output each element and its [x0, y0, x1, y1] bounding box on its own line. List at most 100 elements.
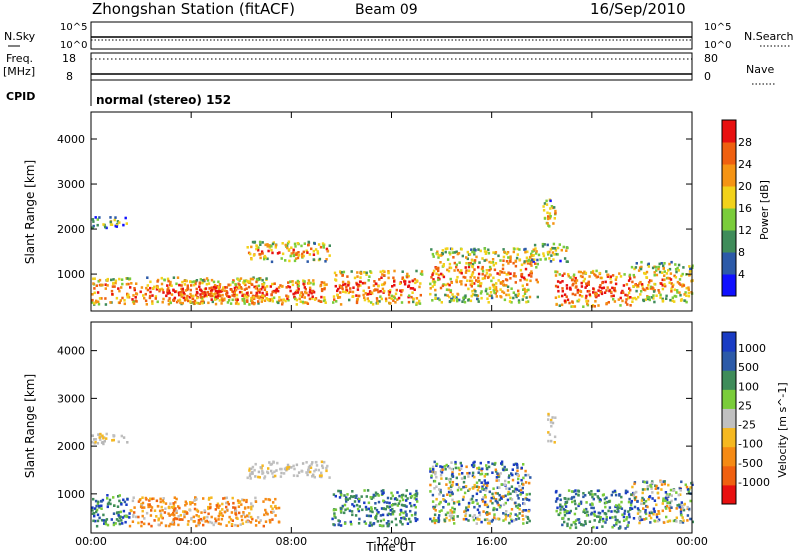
echo-cell [91, 434, 94, 437]
echo-cell [100, 283, 103, 287]
echo-cell [524, 469, 527, 473]
echo-cell [485, 464, 488, 467]
echo-cell [594, 493, 597, 496]
echo-cell [178, 293, 181, 297]
echo-cell [339, 491, 342, 494]
echo-cell [581, 523, 584, 527]
echo-cell [323, 296, 326, 299]
echo-cell [315, 460, 318, 464]
echo-cell [609, 281, 612, 284]
echo-cell [502, 468, 505, 472]
echo-cell [198, 302, 201, 305]
echo-cell [237, 286, 241, 289]
echo-cell [337, 523, 340, 527]
echo-cell [415, 269, 418, 273]
echo-cell [645, 517, 648, 520]
echo-cell [367, 286, 371, 289]
echo-cell [360, 495, 363, 498]
echo-cell [195, 293, 198, 297]
echo-cell [319, 284, 322, 288]
echo-cell [139, 290, 142, 294]
colorbar-tick-label: 16 [738, 202, 752, 215]
echo-cell [240, 518, 244, 522]
echo-cell [395, 523, 398, 527]
echo-cell [243, 294, 246, 298]
echo-cell [145, 511, 149, 515]
echo-cell [572, 495, 576, 499]
echo-cell [213, 287, 216, 290]
echo-cell [614, 278, 618, 281]
echo-cell [677, 263, 681, 267]
echo-cell [345, 496, 348, 499]
echo-cell [201, 299, 205, 303]
echo-cell [501, 290, 504, 293]
colorbar-tick-label: -500 [738, 457, 763, 470]
echo-cell [146, 276, 149, 279]
echo-cell [608, 289, 611, 293]
echo-cell [178, 283, 181, 287]
echo-cell [299, 294, 302, 297]
echo-cell [442, 263, 445, 266]
echo-cell [556, 253, 559, 256]
echo-cell [169, 301, 172, 305]
echo-cell [526, 515, 529, 519]
echo-cell [557, 289, 560, 293]
echo-cell [96, 291, 100, 294]
echo-cell [170, 284, 173, 287]
echo-cell [507, 256, 510, 259]
echo-cell [105, 437, 108, 440]
echo-cell [565, 260, 568, 263]
echo-cell [267, 498, 270, 501]
echo-cell [223, 298, 226, 302]
echo-cell [689, 517, 692, 521]
echo-cell [442, 494, 445, 497]
echo-cell [352, 504, 356, 508]
echo-cell [607, 301, 610, 304]
echo-cell [149, 290, 152, 294]
echo-cell [320, 288, 324, 291]
echo-cell [509, 255, 512, 258]
echo-cell [579, 274, 583, 278]
echo-cell [527, 259, 530, 263]
echo-cell [437, 520, 440, 524]
echo-cell [458, 298, 461, 302]
echo-cell [140, 504, 144, 507]
echo-cell [271, 282, 274, 286]
echo-cell [298, 297, 301, 301]
echo-cell [305, 249, 308, 253]
echo-cell [407, 274, 410, 278]
echo-cell [112, 434, 115, 437]
echo-cell [91, 301, 94, 304]
echo-cell [668, 501, 672, 504]
echo-cell [332, 301, 335, 304]
echo-cell [496, 486, 499, 489]
echo-cell [486, 472, 489, 476]
echo-cell [393, 497, 397, 501]
echo-cell [673, 288, 676, 292]
echo-cell [435, 267, 438, 271]
echo-cell [495, 288, 498, 291]
echo-cell [511, 478, 515, 482]
echo-cell [104, 520, 107, 524]
echo-cell [542, 252, 545, 255]
echo-cell [482, 496, 485, 499]
echo-cell [627, 500, 631, 504]
echo-cell [576, 299, 579, 303]
echo-cell [306, 302, 310, 305]
echo-cell [382, 269, 385, 273]
echo-cell [389, 302, 392, 305]
echo-cell [509, 492, 512, 496]
echo-cell [277, 520, 281, 524]
echo-cell [207, 505, 210, 509]
echo-cell [123, 500, 127, 504]
echo-cell [631, 280, 634, 284]
echo-cell [338, 284, 342, 287]
echo-cell [488, 286, 492, 290]
echo-cell [409, 520, 412, 524]
echo-cell [439, 501, 442, 504]
echo-cell [481, 272, 484, 276]
echo-cell [402, 511, 405, 515]
echo-cell [257, 470, 261, 474]
echo-cell [633, 267, 636, 271]
echo-cell [553, 217, 556, 220]
